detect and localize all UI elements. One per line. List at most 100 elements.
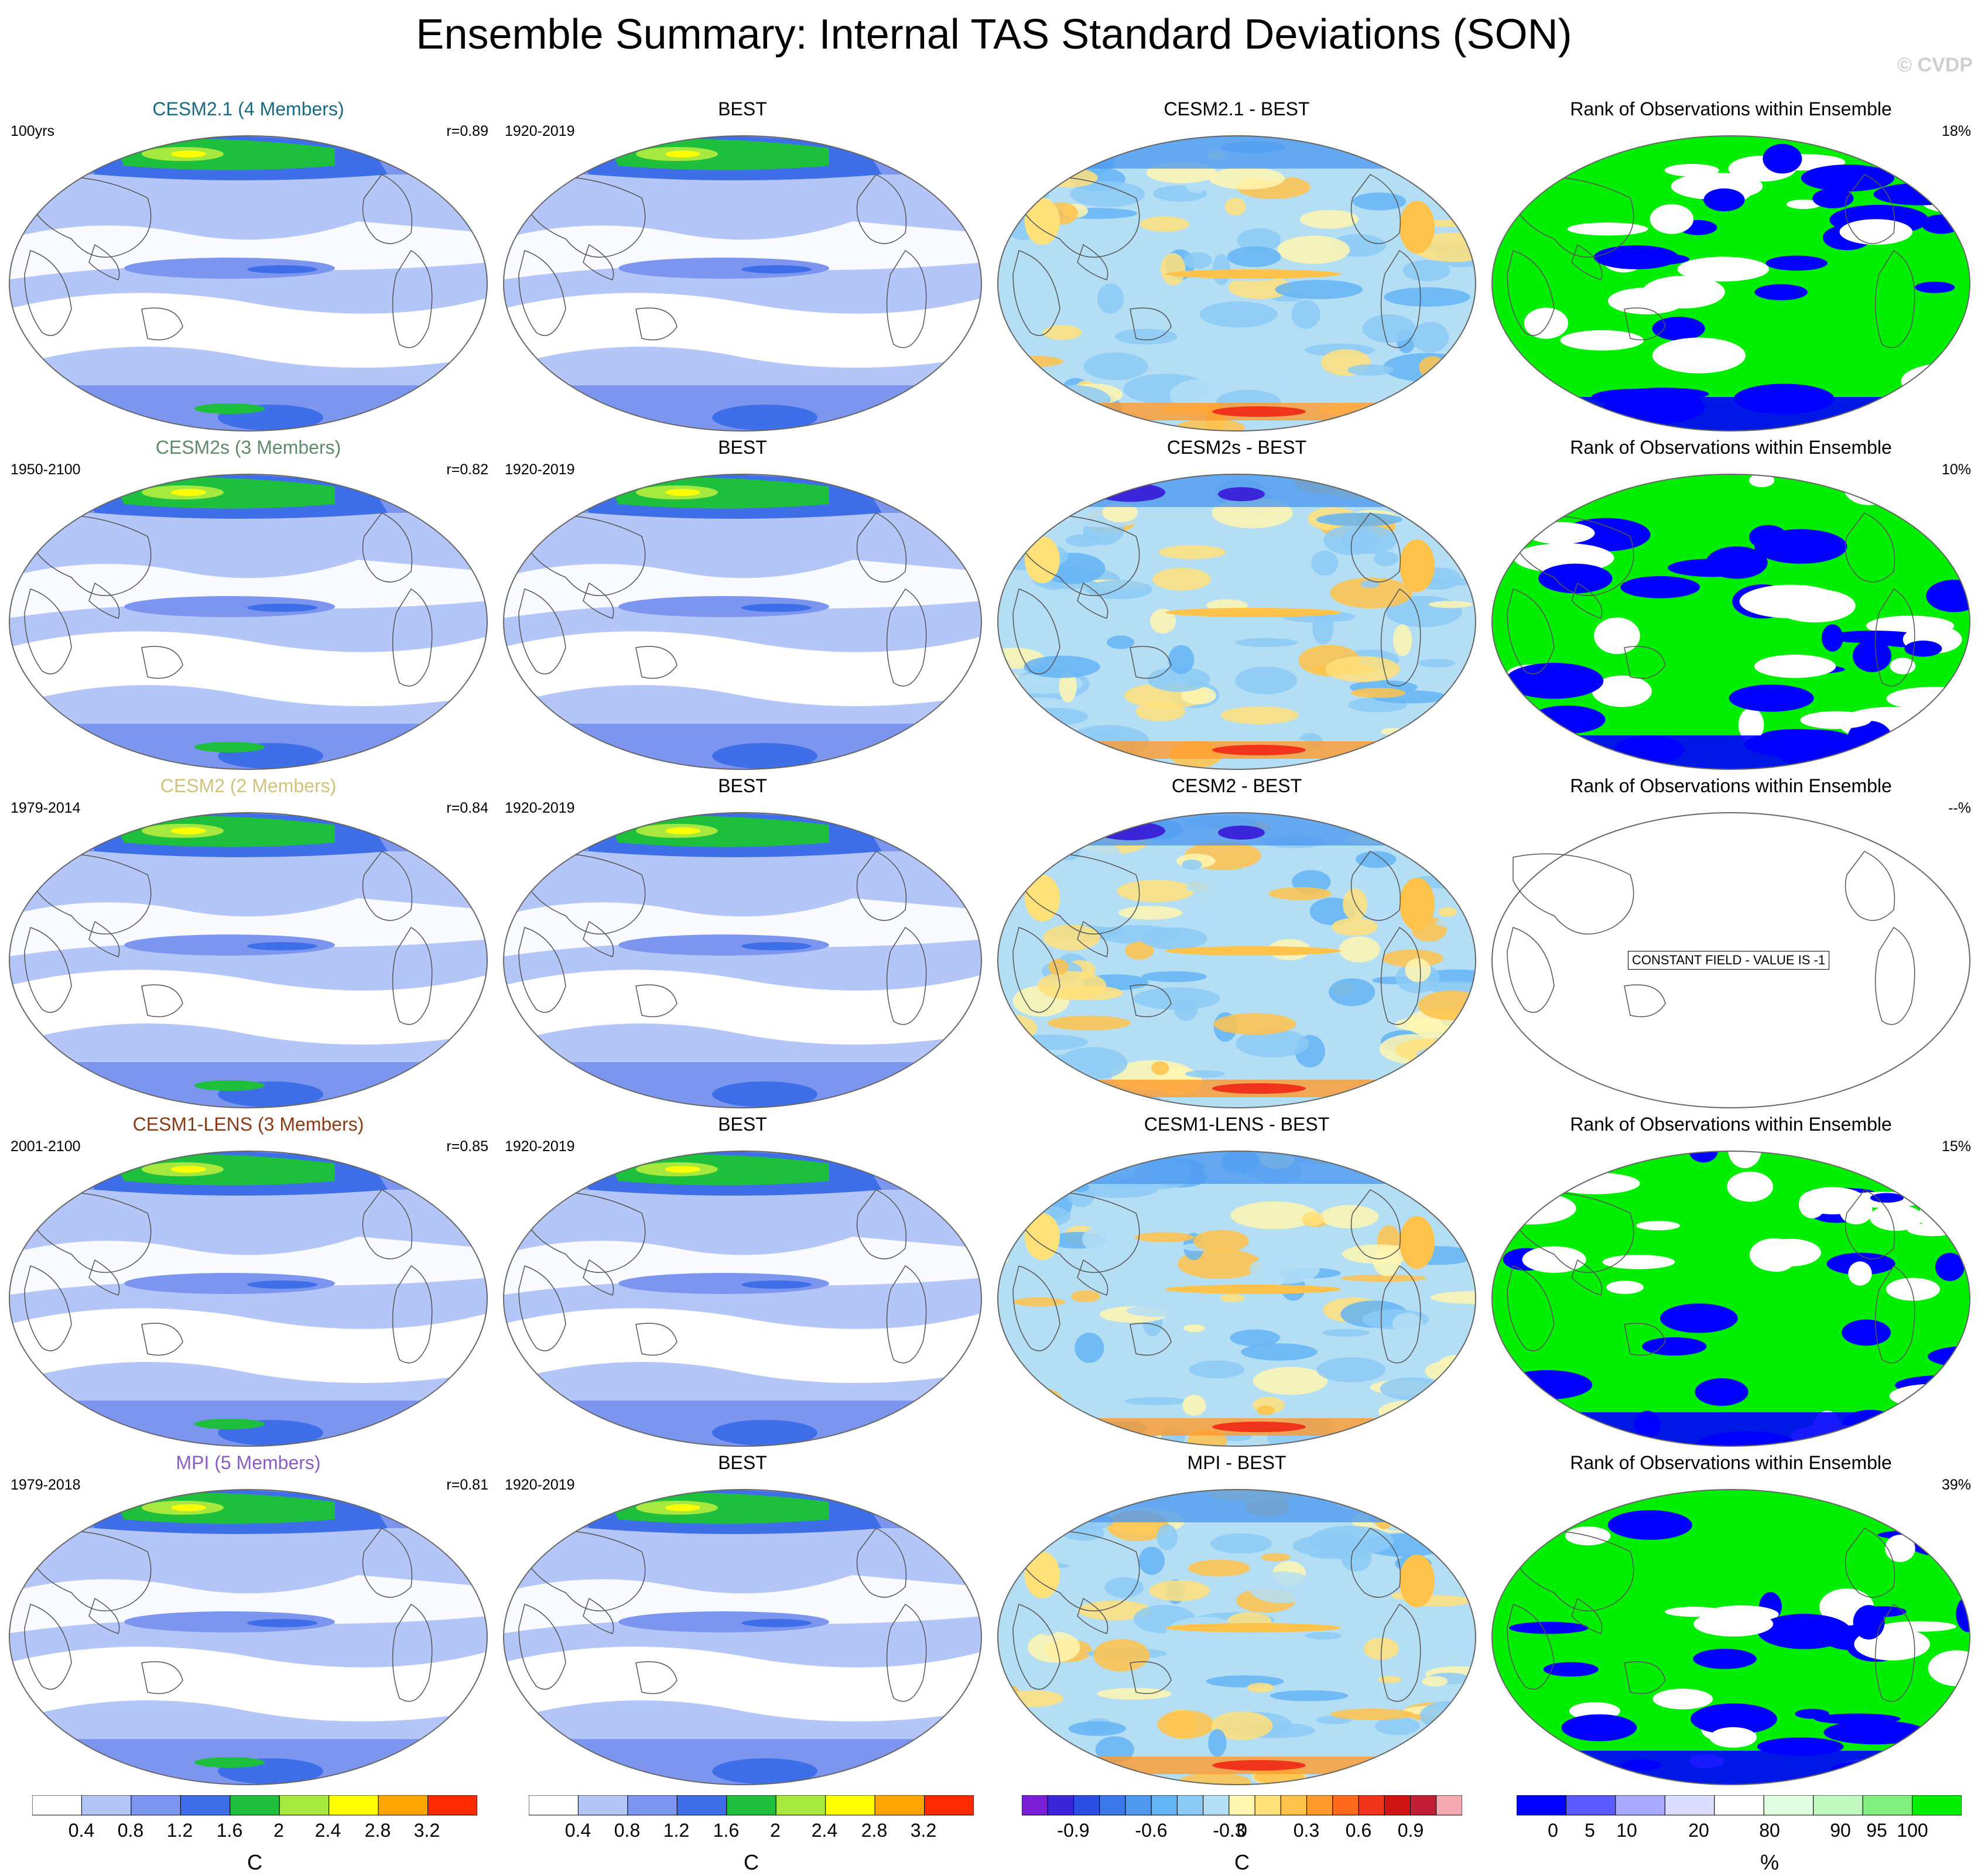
model-map <box>7 133 490 436</box>
colorbar-swatch <box>131 1795 181 1816</box>
panel-left-label: 1979-2018 <box>11 1477 81 1493</box>
panel-title: CESM1-LENS (3 Members) <box>132 1114 364 1135</box>
rank-map <box>1490 1487 1972 1790</box>
colorbar-swatch <box>1358 1795 1385 1816</box>
panel-title: CESM2s (3 Members) <box>155 437 341 458</box>
colorbar-swatch <box>329 1795 379 1816</box>
panel-title: Rank of Observations within Ensemble <box>1570 98 1892 119</box>
panel-model: MPI (5 Members) 1979-2018 r=0.81 <box>0 1452 497 1791</box>
colorbar-swatch <box>1254 1795 1281 1816</box>
row-1: CESM2.1 (4 Members) 100yrs r=0.89 BEST 1920-… <box>0 98 1988 437</box>
colorbar-swatch <box>1047 1795 1074 1816</box>
panel-rank: Rank of Observations within Ensemble 10% <box>1483 437 1979 775</box>
panel-title: Rank of Observations within Ensemble <box>1570 1452 1892 1473</box>
cb-unit: % <box>1760 1850 1780 1874</box>
copyright-label: © CVDP <box>1897 54 1973 76</box>
cb-tick: 10 <box>1616 1820 1637 1841</box>
panel-model: CESM1-LENS (3 Members) 2001-2100 r=0.85 <box>0 1114 497 1452</box>
panel-title: Rank of Observations within Ensemble <box>1570 1114 1892 1135</box>
panel-rank: Rank of Observations within Ensemble 15% <box>1483 1114 1979 1452</box>
colorbar-rank: 0 5 10 20 80 90 95 100 % <box>1516 1795 1962 1876</box>
panel-diff: CESM2.1 - BEST <box>988 98 1485 437</box>
panel-title: BEST <box>718 1114 767 1135</box>
colorbar-swatch <box>874 1795 925 1816</box>
panel-right-label: 10% <box>1941 461 1971 478</box>
panel-title: BEST <box>718 437 767 458</box>
colorbar-swatch <box>1813 1795 1863 1816</box>
colorbar-swatch <box>230 1795 280 1816</box>
colorbar-swatches <box>1021 1795 1463 1816</box>
panel-title: CESM2.1 (4 Members) <box>152 98 344 119</box>
colorbar-swatch <box>1176 1795 1204 1816</box>
panel-left-label: 1920-2019 <box>505 123 575 139</box>
cb-unit: C <box>1234 1850 1250 1874</box>
obs-map <box>501 810 984 1113</box>
panel-diff: CESM1-LENS - BEST <box>988 1114 1485 1452</box>
cb-tick: 2.4 <box>314 1820 341 1841</box>
panel-left-label: 1920-2019 <box>505 1138 575 1155</box>
colorbar-swatch <box>32 1795 82 1816</box>
panel-rank: Rank of Observations within Ensemble 18% <box>1483 98 1979 437</box>
colorbar-swatch <box>1436 1795 1463 1816</box>
panel-model: CESM2s (3 Members) 1950-2100 r=0.82 <box>0 437 497 775</box>
cb-tick: 3.2 <box>413 1820 440 1841</box>
panel-title: BEST <box>718 775 767 796</box>
obs-map <box>501 1149 984 1451</box>
colorbar-swatch <box>1125 1795 1152 1816</box>
panel-title: CESM2.1 - BEST <box>1164 98 1310 119</box>
panel-diff: CESM2s - BEST <box>988 437 1485 775</box>
cb-unit: C <box>744 1850 759 1874</box>
cb-tick: 0.8 <box>117 1820 144 1841</box>
rank-map <box>1490 1149 1972 1451</box>
panel-right-label: r=0.89 <box>446 123 488 139</box>
colorbar-swatch <box>1151 1795 1178 1816</box>
panel-obs: BEST 1920-2019 <box>494 98 991 437</box>
cb-tick: 2 <box>273 1820 284 1841</box>
page-title: Ensemble Summary: Internal TAS Standard … <box>416 11 1572 58</box>
colorbar-swatch <box>1862 1795 1913 1816</box>
panel-title: Rank of Observations within Ensemble <box>1570 437 1892 458</box>
colorbar-swatch <box>1912 1795 1962 1816</box>
cb-tick: 90 <box>1830 1820 1851 1841</box>
colorbar-swatch <box>676 1795 727 1816</box>
cb-tick: 100 <box>1897 1820 1928 1841</box>
panel-right-label: r=0.81 <box>446 1477 488 1493</box>
colorbar-stddev-1: 0.4 0.8 1.2 1.6 2 2.4 2.8 3.2 C <box>32 1795 478 1876</box>
colorbar-swatch <box>825 1795 875 1816</box>
cb-tick: 3.2 <box>910 1820 937 1841</box>
cb-unit: C <box>247 1850 262 1874</box>
panel-right-label: --% <box>1948 800 1971 816</box>
colorbar-swatch <box>1073 1795 1100 1816</box>
colorbar-swatch <box>1516 1795 1566 1816</box>
row-5: MPI (5 Members) 1979-2018 r=0.81 BEST 1920-2… <box>0 1452 1988 1791</box>
model-map <box>7 472 490 775</box>
colorbar-swatch <box>1664 1795 1715 1816</box>
panel-left-label: 1920-2019 <box>505 800 575 816</box>
colorbar-swatch <box>1714 1795 1764 1816</box>
panel-left-label: 1920-2019 <box>505 461 575 478</box>
colorbar-swatch <box>427 1795 478 1816</box>
cb-tick: 1.2 <box>663 1820 690 1841</box>
colorbar-swatch <box>577 1795 628 1816</box>
colorbar-swatch <box>1565 1795 1616 1816</box>
rank-map: CONSTANT FIELD - VALUE IS -1 <box>1490 810 1972 1113</box>
cb-tick: 95 <box>1866 1820 1887 1841</box>
colorbar-swatch <box>1332 1795 1359 1816</box>
diff-map <box>995 472 1478 775</box>
panel-obs: BEST 1920-2019 <box>494 1114 991 1452</box>
panel-title: MPI (5 Members) <box>176 1452 321 1473</box>
diff-map <box>995 810 1478 1113</box>
colorbar-swatch <box>378 1795 429 1816</box>
rank-map <box>1490 133 1972 436</box>
colorbar-swatch <box>1615 1795 1665 1816</box>
cb-tick: 1.2 <box>166 1820 193 1841</box>
cb-tick: 0 <box>1237 1820 1247 1841</box>
panel-right-label: 39% <box>1941 1477 1971 1493</box>
colorbar-swatch <box>528 1795 579 1816</box>
panel-left-label: 2001-2100 <box>11 1138 81 1155</box>
colorbar-swatch <box>1384 1795 1411 1816</box>
cb-tick: 0.8 <box>614 1820 641 1841</box>
colorbar-swatch <box>1203 1795 1230 1816</box>
panel-right-label: 18% <box>1941 123 1971 139</box>
model-map <box>7 1149 490 1451</box>
